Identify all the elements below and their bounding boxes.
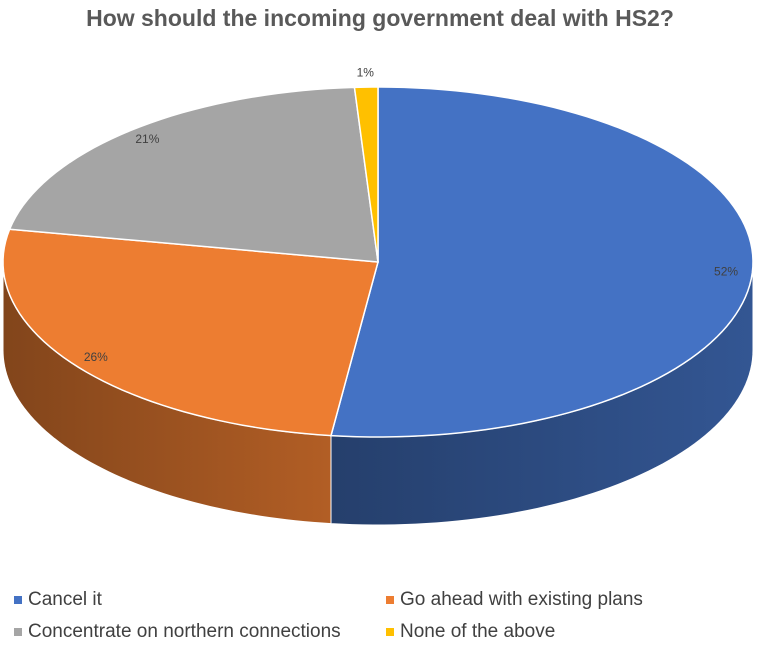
data-label: 26% [84, 350, 108, 364]
slice [2, 228, 379, 437]
slice [8, 86, 379, 263]
data-label: 21% [135, 132, 159, 146]
data-label: 52% [714, 264, 738, 278]
slice [330, 86, 754, 438]
legend-marker [386, 596, 394, 604]
legend-label: None of the above [400, 621, 555, 642]
slice [353, 86, 379, 263]
legend-marker [14, 628, 22, 636]
data-label: 1% [357, 65, 375, 79]
legend-label: Concentrate on northern connections [28, 621, 341, 642]
legend-label: Cancel it [28, 589, 103, 610]
legend-marker [386, 628, 394, 636]
chart-title: How should the incoming government deal … [86, 5, 674, 31]
legend-marker [14, 596, 22, 604]
legend-label: Go ahead with existing plans [400, 589, 643, 610]
